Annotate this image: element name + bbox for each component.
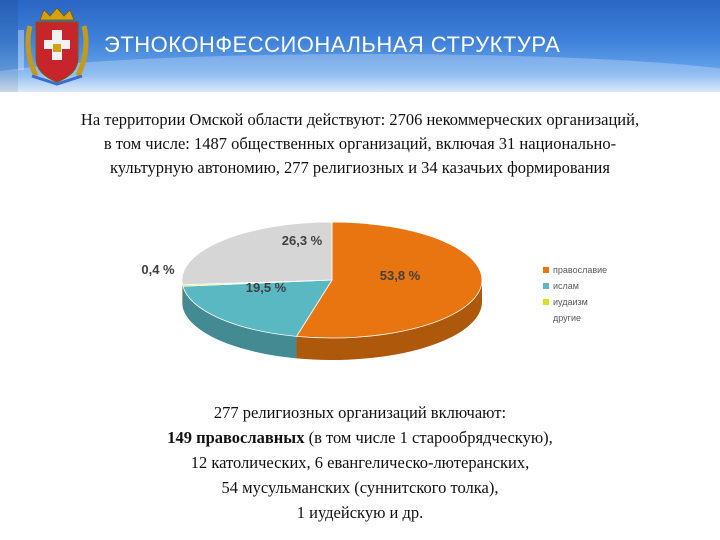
- legend-item-иудаизм: иудаизм: [543, 294, 607, 310]
- page-title: ЭТНОКОНФЕССИОНАЛЬНАЯ СТРУКТУРА: [104, 32, 561, 57]
- religious-line: 149 православных (в том числе 1 старообр…: [10, 425, 710, 450]
- intro-line: в том числе: 1487 общественных организац…: [103, 134, 617, 153]
- intro-line: На территории Омской области действуют: …: [80, 110, 640, 129]
- legend-item-ислам: ислам: [543, 278, 607, 294]
- intro-line: культурную автономию, 277 религиозных и …: [110, 158, 610, 177]
- religious-line: 12 католических, 6 евангелическо-лютеран…: [190, 453, 530, 472]
- pie-chart: 53,8 % 19,5 % 0,4 % 26,3 %: [141, 221, 483, 360]
- legend-label: ислам: [553, 281, 579, 291]
- pie-slice-ислам: [182, 279, 333, 337]
- data-label-другие: 26,3 %: [282, 233, 323, 248]
- religious-organizations-text: 277 религиозных организаций включают: 14…: [10, 400, 710, 525]
- header-stripe: [0, 0, 18, 92]
- pie-slice-другие: [181, 221, 333, 286]
- data-label-православие: 53,8 %: [380, 268, 421, 283]
- legend-swatch: [543, 299, 549, 305]
- legend-swatch: [543, 267, 549, 273]
- legend-item-православие: православие: [543, 262, 607, 278]
- legend-label: другие: [553, 313, 581, 323]
- pie-slice-православие: [295, 221, 483, 339]
- orthodox-note: (в том числе 1 старообрядческую),: [304, 428, 553, 447]
- header-stripe-highlight: [18, 30, 24, 70]
- data-label-иудаизм: 0,4 %: [141, 262, 175, 277]
- chart-legend: православие ислам иудаизм другие: [543, 262, 607, 326]
- legend-label: иудаизм: [553, 297, 588, 307]
- pie-side-ислам: [182, 286, 297, 359]
- legend-label: православие: [553, 265, 608, 275]
- data-label-ислам: 19,5 %: [246, 280, 287, 295]
- religious-line: 277 религиозных организаций включают:: [213, 403, 507, 422]
- religious-line: 54 мусульманских (суннитского толка),: [221, 478, 499, 497]
- legend-swatch: [543, 315, 549, 321]
- orthodox-count: 149 православных: [167, 428, 305, 447]
- header-banner: ЭТНОКОНФЕССИОНАЛЬНАЯ СТРУКТУРА: [0, 0, 720, 92]
- religious-line: 1 иудейскую и др.: [296, 503, 424, 522]
- intro-text: На территории Омской области действуют: …: [10, 108, 710, 180]
- legend-item-другие: другие: [543, 310, 607, 326]
- legend-swatch: [543, 283, 549, 289]
- pie-side-другие: [182, 280, 183, 307]
- omsk-coat-of-arms-icon: [25, 7, 89, 86]
- pie-side-православие: [296, 280, 482, 360]
- header-wave: [0, 54, 720, 92]
